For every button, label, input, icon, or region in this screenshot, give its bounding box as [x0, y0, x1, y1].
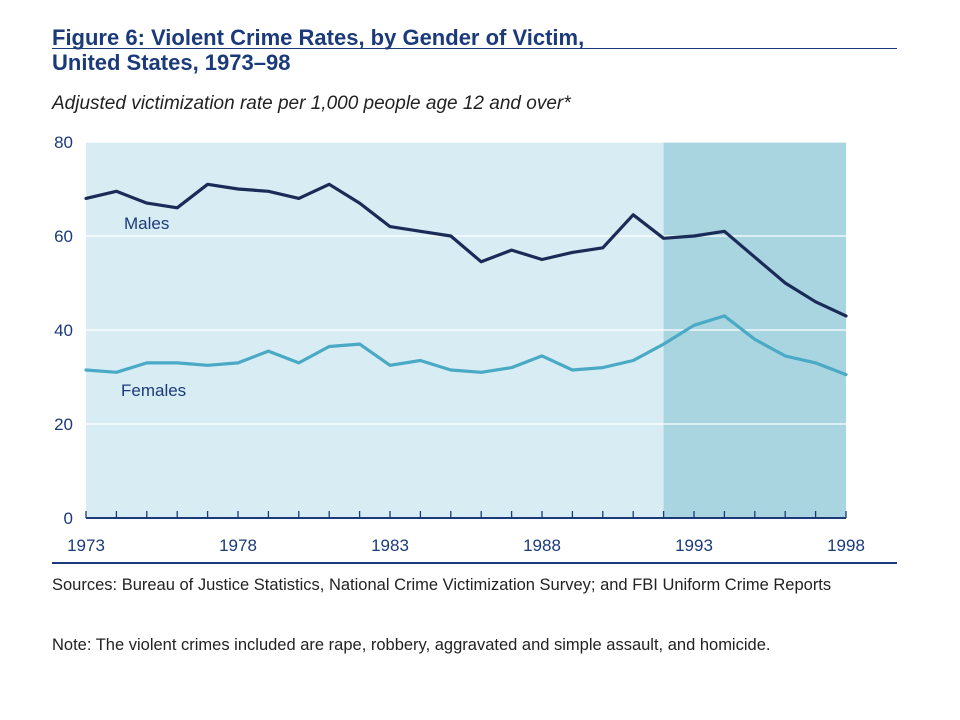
x-tick-label-1993: 1993: [675, 536, 713, 555]
y-tick-labels: 0 20 40 60 80: [54, 133, 73, 528]
series-label-males: Males: [124, 214, 169, 233]
x-tick-labels: 1973 1978 1983 1988 1993 1998: [67, 536, 865, 555]
note-text: Note: The violent crimes included are ra…: [52, 636, 771, 654]
x-tick-label-1978: 1978: [219, 536, 257, 555]
y-tick-label-40: 40: [54, 321, 73, 340]
series-line-females: [84, 314, 848, 377]
x-tick-label-1998: 1998: [827, 536, 865, 555]
x-minor-ticks: [85, 511, 847, 518]
y-tick-label-60: 60: [54, 227, 73, 246]
series-label-females: Females: [121, 381, 186, 400]
chart-title: Figure 6: Violent Crime Rates, by Gender…: [52, 25, 897, 75]
series-lines: [84, 182, 848, 377]
footer-rule: [52, 562, 897, 564]
grid-lines: [86, 141, 846, 425]
chart-title-line-1: Figure 6: Violent Crime Rates, by Gender…: [52, 25, 585, 50]
y-tick-label-0: 0: [64, 509, 73, 528]
y-tick-label-20: 20: [54, 415, 73, 434]
chart-subtitle: Adjusted victimization rate per 1,000 pe…: [52, 93, 571, 114]
title-rule: [52, 48, 897, 49]
sources-text: Sources: Bureau of Justice Statistics, N…: [52, 576, 832, 594]
chart-title-line-2: United States, 1973–98: [52, 50, 291, 75]
x-tick-label-1973: 1973: [67, 536, 105, 555]
y-tick-label-80: 80: [54, 133, 73, 152]
x-tick-label-1983: 1983: [371, 536, 409, 555]
series-line-males: [84, 182, 848, 318]
x-tick-label-1988: 1988: [523, 536, 561, 555]
